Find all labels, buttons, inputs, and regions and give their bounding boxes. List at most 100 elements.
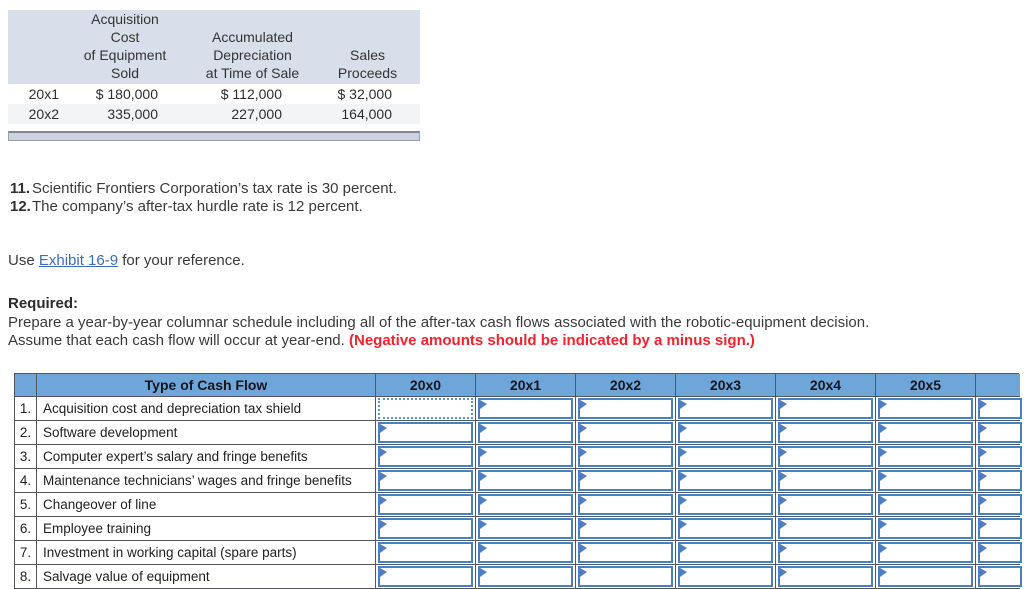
cell-flag-icon <box>480 400 487 409</box>
grid-input-cell[interactable] <box>978 422 1022 443</box>
cell-flag-icon <box>380 448 387 457</box>
grid-input-cell[interactable] <box>778 398 873 419</box>
cell-flag-icon <box>780 544 787 553</box>
grid-input-cell[interactable] <box>878 422 973 443</box>
grid-input-cell[interactable] <box>678 470 773 491</box>
grid-input-cell[interactable] <box>678 518 773 539</box>
grid-input-cell[interactable] <box>378 494 473 515</box>
grid-input-cell[interactable] <box>478 398 573 419</box>
selected-input-cell[interactable] <box>378 398 473 419</box>
grid-input-cell[interactable] <box>678 542 773 563</box>
grid-input-cell[interactable] <box>878 398 973 419</box>
grid-input-cell[interactable] <box>378 446 473 467</box>
reference-note: Use Exhibit 16-9 for your reference. <box>8 252 245 269</box>
grid-input-cell[interactable] <box>978 542 1022 563</box>
horizontal-scrollbar[interactable] <box>8 131 420 141</box>
grid-input-cell[interactable] <box>578 398 673 419</box>
cell-flag-icon <box>880 448 887 457</box>
grid-input-cell[interactable] <box>978 446 1022 467</box>
row-number: 5. <box>15 493 37 517</box>
exhibit-link[interactable]: Exhibit 16-9 <box>38 252 119 269</box>
grid-input-cell[interactable] <box>878 446 973 467</box>
table-row: 1. Acquisition cost and depreciation tax… <box>15 397 1022 421</box>
grid-input-cell[interactable] <box>978 470 1022 491</box>
cell-flag-icon <box>580 424 587 433</box>
reference-suffix: for your reference. <box>118 252 245 269</box>
grid-input-cell[interactable] <box>578 542 673 563</box>
header-year-20x4: 20x4 <box>776 374 876 397</box>
cell-flag-icon <box>580 496 587 505</box>
cell-flag-icon <box>880 544 887 553</box>
cell-flag-icon <box>780 568 787 577</box>
grid-input-cell[interactable] <box>878 494 973 515</box>
cell-flag-icon <box>980 448 987 457</box>
cell-flag-icon <box>580 400 587 409</box>
grid-input-cell[interactable] <box>678 494 773 515</box>
grid-input-cell[interactable] <box>778 422 873 443</box>
required-line2-text: Assume that each cash flow will occur at… <box>8 332 349 349</box>
row-number: 4. <box>15 469 37 493</box>
grid-input-cell[interactable] <box>878 470 973 491</box>
grid-input-cell[interactable] <box>378 542 473 563</box>
row-label: Acquisition cost and depreciation tax sh… <box>37 397 376 421</box>
grid-input-cell[interactable] <box>978 398 1022 419</box>
grid-input-cell[interactable] <box>678 566 773 587</box>
grid-input-cell[interactable] <box>678 398 773 419</box>
cell-flag-icon <box>380 472 387 481</box>
cell-flag-icon <box>380 520 387 529</box>
grid-input-cell[interactable] <box>478 422 573 443</box>
grid-input-cell[interactable] <box>578 494 673 515</box>
header-type-of-cash-flow: Type of Cash Flow <box>37 374 376 397</box>
grid-input-cell[interactable] <box>478 542 573 563</box>
grid-input-cell[interactable] <box>778 470 873 491</box>
cell-flag-icon <box>380 568 387 577</box>
header-year-20x1: 20x1 <box>476 374 576 397</box>
header-partial-blank <box>976 374 1020 397</box>
sale-header-sales-proceeds: Sales Proceeds <box>337 47 398 81</box>
grid-input-cell[interactable] <box>578 566 673 587</box>
cell-flag-icon <box>680 400 687 409</box>
grid-input-cell[interactable] <box>778 446 873 467</box>
cell-flag-icon <box>680 544 687 553</box>
cell-flag-icon <box>680 496 687 505</box>
grid-input-cell[interactable] <box>678 446 773 467</box>
grid-input-cell[interactable] <box>778 542 873 563</box>
row-number: 6. <box>15 517 37 541</box>
grid-input-cell[interactable] <box>978 494 1022 515</box>
fact-number: 11. <box>10 180 31 197</box>
grid-input-cell[interactable] <box>478 518 573 539</box>
grid-input-cell[interactable] <box>378 470 473 491</box>
grid-input-cell[interactable] <box>778 494 873 515</box>
grid-input-cell[interactable] <box>878 566 973 587</box>
grid-input-cell[interactable] <box>778 518 873 539</box>
cell-flag-icon <box>480 496 487 505</box>
cell-flag-icon <box>380 544 387 553</box>
grid-input-cell[interactable] <box>378 422 473 443</box>
sale-header-acquisition-cost: Acquisition Cost of Equipment Sold <box>83 11 167 81</box>
grid-input-cell[interactable] <box>378 566 473 587</box>
grid-input-cell[interactable] <box>478 566 573 587</box>
accumulated-depreciation-value: 227,000 <box>231 106 282 122</box>
grid-input-cell[interactable] <box>478 446 573 467</box>
grid-input-cell[interactable] <box>578 422 673 443</box>
cell-flag-icon <box>580 568 587 577</box>
grid-input-cell[interactable] <box>878 518 973 539</box>
grid-input-cell[interactable] <box>578 470 673 491</box>
grid-input-cell[interactable] <box>578 446 673 467</box>
grid-input-cell[interactable] <box>978 518 1022 539</box>
cell-flag-icon <box>480 424 487 433</box>
row-number: 7. <box>15 541 37 565</box>
cell-flag-icon <box>980 424 987 433</box>
grid-input-cell[interactable] <box>478 494 573 515</box>
grid-input-cell[interactable] <box>878 542 973 563</box>
grid-input-cell[interactable] <box>778 566 873 587</box>
grid-input-cell[interactable] <box>578 518 673 539</box>
grid-input-cell[interactable] <box>978 566 1022 587</box>
grid-input-cell[interactable] <box>478 470 573 491</box>
grid-input-cell[interactable] <box>378 518 473 539</box>
grid-input-cell[interactable] <box>678 422 773 443</box>
cell-flag-icon <box>980 568 987 577</box>
cell-flag-icon <box>880 424 887 433</box>
cell-flag-icon <box>980 400 987 409</box>
cell-flag-icon <box>880 496 887 505</box>
